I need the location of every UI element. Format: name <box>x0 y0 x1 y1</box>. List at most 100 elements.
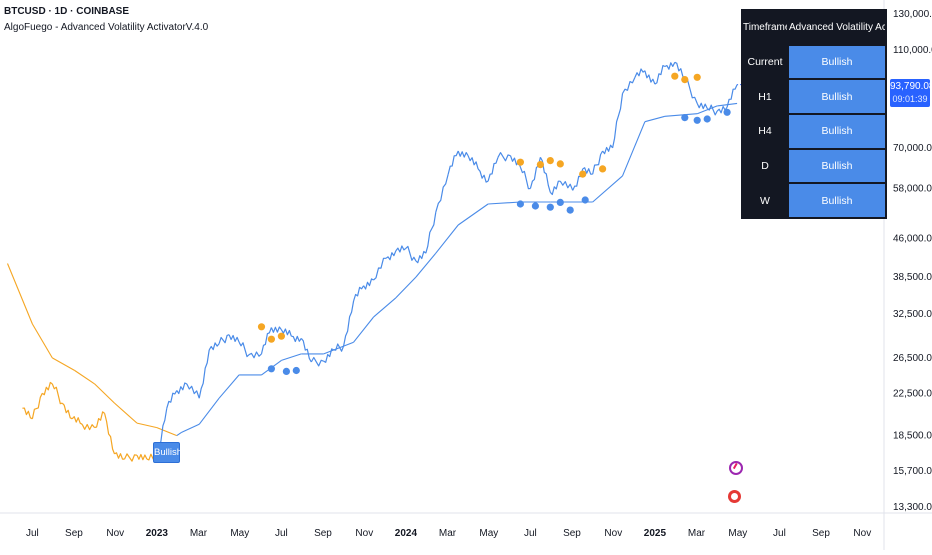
flag-icon[interactable] <box>728 490 741 503</box>
y-tick-label: 18,500.00 <box>893 431 932 442</box>
price-line-segment <box>425 212 437 254</box>
price-line-segment <box>208 342 220 351</box>
price-line-segment <box>467 155 479 170</box>
price-line-segment <box>300 338 312 363</box>
signal-dot <box>556 160 564 168</box>
price-line-segment <box>61 402 73 420</box>
price-line-segment <box>81 423 96 431</box>
y-tick-label: 15,700.00 <box>893 466 932 477</box>
price-line-segment <box>94 411 105 429</box>
x-tick-label: Sep <box>563 528 581 539</box>
stop-line <box>6 102 738 437</box>
x-tick-label: Sep <box>65 528 83 539</box>
price-series <box>22 61 738 463</box>
y-tick-label: 46,000.00 <box>893 234 932 245</box>
symbol-title[interactable]: BTCUSD · 1D · COINBASE <box>4 6 130 17</box>
price-line-segment <box>323 348 334 363</box>
signal-dot <box>267 335 275 343</box>
stop-line-segment <box>94 383 115 404</box>
x-tick-label: Mar <box>688 528 706 539</box>
last-price-badge: 93,790.08 09:01:39 <box>890 79 932 107</box>
stop-line-segment <box>664 113 698 117</box>
stop-line-segment <box>697 105 718 115</box>
indicator-title[interactable]: AlgoFuego - Advanced Volatility Activato… <box>4 22 209 33</box>
x-axis[interactable]: Jul Sep Nov 2023 Mar May Jul Sep Nov 2024 Mar May Ju… <box>26 528 871 539</box>
bullish-signal-label: Bullish <box>153 442 182 463</box>
signal-dot <box>566 206 574 214</box>
bar-countdown: 09:01:39 <box>892 94 928 104</box>
signal-dot <box>681 114 689 122</box>
price-line-segment <box>176 382 188 395</box>
price-line-segment <box>664 62 676 70</box>
y-tick-label: 32,500.00 <box>893 309 932 320</box>
price-line-segment <box>519 166 531 190</box>
price-line-segment <box>228 334 240 343</box>
stop-line-segment <box>644 115 666 123</box>
x-tick-label: Mar <box>439 528 457 539</box>
y-axis[interactable]: 130,000.00 110,000.00 70,000.00 58,000.00 46… <box>893 9 932 513</box>
price-line-segment <box>582 167 593 175</box>
table-row: H4 Bullish <box>741 112 887 150</box>
y-tick-label: 70,000.00 <box>893 143 932 154</box>
table-row: W Bullish <box>741 182 887 219</box>
stop-line-segment <box>181 423 200 433</box>
price-line-segment <box>726 84 738 108</box>
stop-line-segment <box>74 370 95 385</box>
x-tick-label: May <box>728 528 747 539</box>
table-row: H1 Bullish <box>741 78 887 115</box>
y-tick-label: 58,000.00 <box>893 184 932 195</box>
price-line-segment <box>477 168 489 183</box>
price-line-segment <box>373 257 386 281</box>
x-tick-label: Nov <box>853 528 871 539</box>
replay-icon[interactable] <box>729 461 743 475</box>
price-line-segment <box>291 335 302 343</box>
price-line-segment <box>457 150 469 158</box>
stop-line-segment <box>114 402 138 424</box>
price-line-segment <box>706 104 718 116</box>
x-tick-label: 2023 <box>146 528 169 539</box>
price-line-segment <box>654 65 666 85</box>
stop-line-segment <box>198 397 220 425</box>
signal-dot <box>546 203 554 211</box>
signal-dot <box>277 332 285 340</box>
table-header-indicator: Advanced Volatility Activator <box>787 9 887 46</box>
signal-dot <box>531 202 540 210</box>
price-line-segment <box>260 327 272 355</box>
stop-line-segment <box>353 316 374 343</box>
x-tick-label: Nov <box>106 528 124 539</box>
signal-dot <box>546 157 554 165</box>
stop-line-segment <box>457 203 489 226</box>
y-tick-label: 130,000.00 <box>893 9 932 20</box>
signal-dot <box>581 196 589 204</box>
status-cell: Bullish <box>787 182 887 219</box>
price-line-segment <box>634 68 646 78</box>
signal-dot <box>703 115 711 123</box>
price-line-segment <box>559 180 574 191</box>
price-line-segment <box>114 452 125 460</box>
price-line-segment <box>166 390 178 409</box>
signal-dot <box>257 323 266 331</box>
y-tick-label: 38,500.00 <box>893 272 932 283</box>
x-tick-label: Sep <box>314 528 332 539</box>
table-header-timeframe: Timeframe <box>741 9 789 46</box>
price-line-segment <box>123 453 138 462</box>
table-header-row: Timeframe Advanced Volatility Activator <box>741 9 887 46</box>
signal-dot <box>681 76 689 84</box>
x-tick-label: Sep <box>812 528 830 539</box>
y-tick-label: 26,500.00 <box>893 353 932 364</box>
price-line-segment <box>549 180 561 196</box>
timeframe-cell: H4 <box>741 112 789 150</box>
signal-markers <box>257 72 731 375</box>
signal-dot <box>516 158 525 166</box>
timeframe-cell: Current <box>741 43 789 81</box>
price-line-segment <box>435 173 449 213</box>
table-row: D Bullish <box>741 147 887 185</box>
x-tick-label: Jul <box>275 528 288 539</box>
price-line-segment <box>497 152 511 162</box>
last-price: 93,790.08 <box>890 81 932 92</box>
price-line-segment <box>71 416 83 425</box>
price-line-segment <box>22 407 33 420</box>
price-line-segment <box>415 250 427 264</box>
